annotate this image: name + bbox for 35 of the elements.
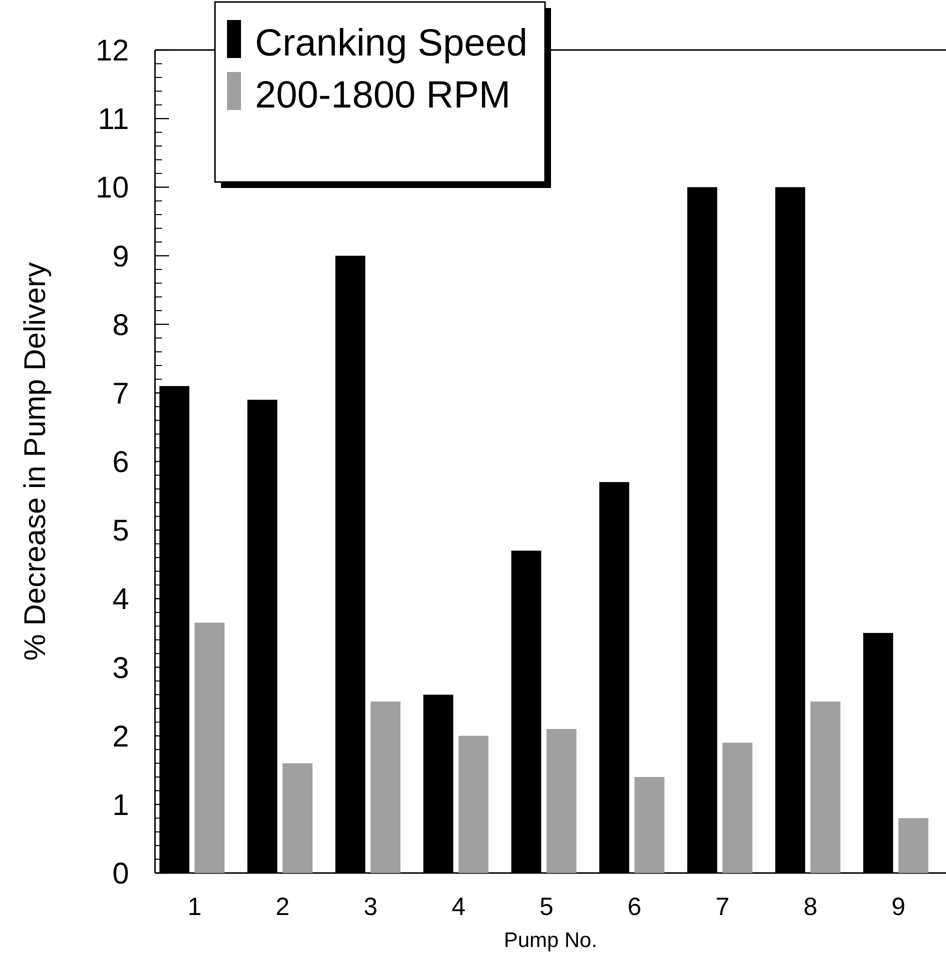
- bar: [634, 776, 664, 873]
- y-tick-label: 12: [96, 34, 129, 68]
- legend-label: 200-1800 RPM: [255, 74, 511, 116]
- y-tick-label: 11: [98, 103, 129, 136]
- x-tick-label: 8: [803, 893, 818, 921]
- y-tick-label: 7: [112, 377, 129, 410]
- y-tick-label: 9: [112, 240, 129, 274]
- y-tick-label: 6: [112, 446, 129, 479]
- y-tick-label: 8: [112, 308, 129, 342]
- bar: [458, 736, 488, 873]
- x-tick-label: 3: [364, 893, 378, 921]
- x-tick-label: 2: [276, 893, 290, 921]
- bar: [370, 702, 400, 873]
- x-tick-label: 9: [891, 893, 906, 921]
- legend-label: Cranking Speed: [255, 22, 528, 64]
- y-tick-label: 2: [112, 720, 129, 754]
- bar: [898, 818, 928, 873]
- x-tick-label: 1: [188, 893, 202, 921]
- bar: [194, 622, 224, 873]
- y-axis-title: % Decrease in Pump Delivery: [19, 262, 52, 661]
- y-tick-label: 5: [112, 514, 129, 548]
- x-tick-label: 6: [628, 893, 642, 921]
- bar: [722, 742, 752, 873]
- bar: [282, 763, 312, 873]
- bar: [810, 702, 840, 873]
- x-tick-label: 5: [540, 893, 554, 921]
- y-tick-label: 1: [112, 788, 129, 822]
- x-axis-title: Pump No.: [504, 929, 598, 952]
- x-tick-label: 7: [716, 893, 730, 921]
- y-tick-label: 10: [96, 172, 129, 205]
- y-tick-label: 3: [112, 652, 129, 685]
- bar: [546, 728, 576, 873]
- y-tick-label: 4: [112, 583, 129, 616]
- y-tick-label: 0: [112, 858, 129, 890]
- x-tick-label: 4: [452, 893, 466, 921]
